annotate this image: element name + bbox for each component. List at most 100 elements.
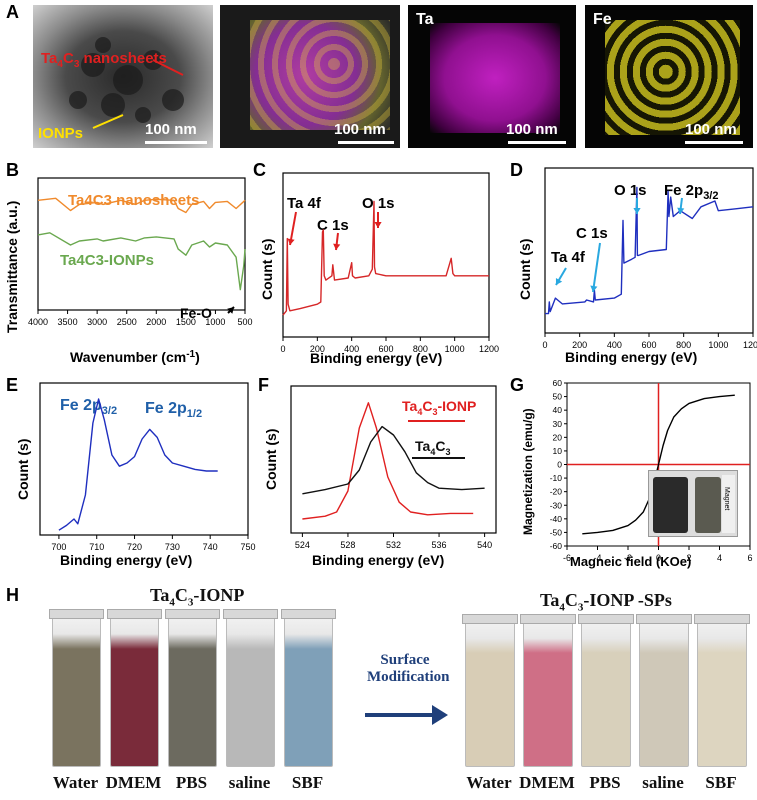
h-right-vial-cap-2 (578, 614, 634, 624)
g-ytick-label-8: 20 (553, 432, 563, 442)
c-annot-ta4f: Ta 4f (287, 195, 322, 212)
e-plot-frame (39, 382, 249, 536)
c-xtick-label-0: 0 (280, 344, 285, 354)
b-series-line-0 (37, 197, 246, 214)
d-arrow-c1s (592, 242, 601, 293)
h-left-vial-cap-0 (49, 609, 104, 619)
d-series-line-0 (545, 186, 754, 315)
scale-text: 100 nm (685, 121, 737, 138)
g-ytick-label-1: -50 (550, 527, 563, 537)
b-xtick-label-0: 4000 (28, 317, 48, 327)
e-series-line-0 (58, 398, 218, 531)
f-legend-2: Ta4C3 (415, 438, 451, 457)
b-series-label-1: Ta4C3 nanosheets (68, 192, 199, 209)
d-annot-fe2p: Fe 2p3/2 (664, 182, 718, 202)
b-xtick-label-6: 1000 (205, 317, 225, 327)
h-left-vial-water (52, 615, 101, 767)
f-xtick-label-4: 540 (477, 540, 492, 550)
h-right-vial-dmem (523, 620, 573, 767)
d-arrow-o1s-head (633, 208, 641, 214)
e-annot-fe12: Fe 2p1/2 (145, 400, 202, 420)
c-xtick-label-5: 1000 (445, 344, 465, 354)
b-plot-frame (37, 177, 246, 311)
e-xtick-label-5: 750 (240, 542, 255, 552)
d-arrow-ta4f-head (555, 278, 563, 285)
c-xtick-label-2: 400 (344, 344, 359, 354)
h-right-vial-cap-4 (694, 614, 750, 624)
scale-text: 100 nm (334, 121, 386, 138)
g-ytick-label-12: 60 (553, 378, 563, 388)
f-xtick-label-2: 532 (386, 540, 401, 550)
d-xtick-label-3: 600 (641, 340, 656, 350)
h-right-vial-saline (639, 620, 689, 767)
f-series-line-0 (302, 402, 474, 520)
scale-bar (508, 141, 566, 144)
g-inset-photo: Magnet (648, 470, 738, 537)
merged-map-image: 100 nm (220, 5, 400, 148)
h-left-vial-dmem (110, 615, 159, 767)
g-xtick-label-3: 0 (656, 553, 661, 563)
panel-label-e: E (6, 375, 19, 395)
h-left-vial-cap-2 (165, 609, 220, 619)
g-xtick-label-6: 6 (747, 553, 752, 563)
charts-svg: Ta4C3 nanosheets Ta4C3-IONPs Fe-O Wavenu… (4, 167, 757, 569)
tem-arrow-yellow (92, 114, 124, 129)
b-xtick-label-3: 2500 (117, 317, 137, 327)
c-xtick-label-1: 200 (310, 344, 325, 354)
tem-label-nanosheets: Ta4C3 nanosheets (41, 50, 167, 70)
h-left-vial-cap-3 (223, 609, 278, 619)
f-series-line-1 (302, 425, 485, 495)
d-ylabel: Count (s) (517, 239, 533, 300)
c-ylabel: Count (s) (259, 239, 275, 300)
h-right-vial-cap-1 (520, 614, 576, 624)
scale-text: 100 nm (506, 121, 558, 138)
b-xtick-label-5: 1500 (176, 317, 196, 327)
d-arrow-c1s-head (590, 285, 598, 292)
c-arrow-ta4f-head (287, 238, 295, 245)
h-right-vial-label-4: SBF (705, 773, 737, 792)
g-ylabel: Magnetization (emu/g) (521, 408, 535, 535)
h-left-vial-label-3: saline (228, 773, 271, 792)
f-xlabel: Binding energy (eV) (312, 552, 444, 568)
g-xtick-label-4: 2 (686, 553, 691, 563)
e-xtick-label-1: 710 (89, 542, 104, 552)
d-xtick-label-5: 1000 (708, 340, 728, 350)
tem-particles (69, 37, 184, 129)
h-right-vial-label-0: Water (466, 773, 512, 792)
h-left-vial-label-4: SBF (291, 773, 324, 792)
scale-bar (145, 141, 207, 144)
tem-image: Ta4C3 nanosheets IONPs 100 nm (33, 5, 213, 148)
b-ylabel: Transmittance (a.u.) (4, 201, 20, 333)
tem-arrow-red (152, 59, 184, 76)
h-right-vial-cap-0 (462, 614, 518, 624)
g-xlabel: Magneic field (KOe) (570, 554, 691, 569)
h-right-vial-cap-3 (636, 614, 692, 624)
c-arrow-c1s-head (333, 243, 341, 250)
b-xtick-label-2: 3000 (87, 317, 107, 327)
h-right-vial-pbs (581, 620, 631, 767)
b-arrow-feo-head (227, 307, 234, 314)
g-xtick-label-0: -6 (563, 553, 571, 563)
b-xtick-label-7: 500 (237, 317, 252, 327)
f-legend-1: Ta4C3-IONP (402, 398, 477, 417)
tem-label-ionps: IONPs (38, 125, 84, 142)
e-xlabel: Binding energy (eV) (60, 552, 192, 568)
d-xtick-label-1: 200 (572, 340, 587, 350)
g-ytick-label-10: 40 (553, 405, 563, 415)
map-label-fe: Fe (593, 11, 612, 28)
fe-map-image: Fe 100 nm (585, 5, 753, 148)
f-xtick-label-0: 524 (295, 540, 310, 550)
f-xtick-label-1: 528 (340, 540, 355, 550)
c-arrow-o1s-head (374, 222, 382, 228)
h-left-vial-saline (226, 615, 275, 767)
h-right-vial-water (465, 620, 515, 767)
scale-bar (338, 141, 394, 144)
g-xtick-label-1: -4 (593, 553, 601, 563)
h-left-vial-pbs (168, 615, 217, 767)
g-ytick-label-9: 30 (553, 419, 563, 429)
g-ytick-label-3: -30 (550, 500, 563, 510)
h-right-vial-label-3: saline (642, 773, 684, 792)
g-xtick-label-2: -2 (624, 553, 632, 563)
b-xlabel: Wavenumber (cm-1) (70, 349, 200, 365)
g-xtick-label-5: 4 (717, 553, 722, 563)
